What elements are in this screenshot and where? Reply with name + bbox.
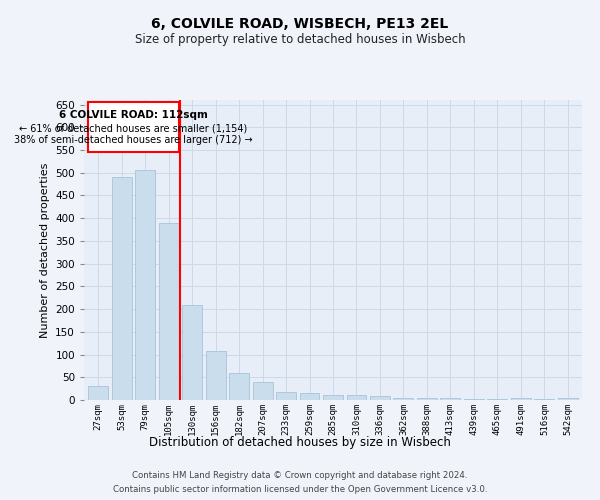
Text: 38% of semi-detached houses are larger (712) →: 38% of semi-detached houses are larger (…	[14, 135, 253, 145]
Bar	[135, 170, 155, 400]
Bar	[370, 396, 390, 400]
Text: Distribution of detached houses by size in Wisbech: Distribution of detached houses by size …	[149, 436, 451, 449]
Bar	[276, 392, 296, 400]
Bar	[417, 398, 437, 400]
Text: 6 COLVILE ROAD: 112sqm: 6 COLVILE ROAD: 112sqm	[59, 110, 208, 120]
Bar	[487, 399, 508, 400]
Bar	[229, 373, 249, 400]
Y-axis label: Number of detached properties: Number of detached properties	[40, 162, 50, 338]
Bar	[558, 398, 578, 400]
Text: Contains HM Land Registry data © Crown copyright and database right 2024.: Contains HM Land Registry data © Crown c…	[132, 472, 468, 480]
Bar	[394, 398, 413, 400]
Bar	[535, 399, 554, 400]
Text: Contains public sector information licensed under the Open Government Licence v3: Contains public sector information licen…	[113, 484, 487, 494]
Bar	[206, 352, 226, 400]
Text: 6, COLVILE ROAD, WISBECH, PE13 2EL: 6, COLVILE ROAD, WISBECH, PE13 2EL	[151, 18, 449, 32]
Bar	[323, 394, 343, 400]
Text: Size of property relative to detached houses in Wisbech: Size of property relative to detached ho…	[134, 32, 466, 46]
Bar	[299, 393, 319, 400]
Bar	[253, 382, 272, 400]
Text: ← 61% of detached houses are smaller (1,154): ← 61% of detached houses are smaller (1,…	[19, 123, 247, 133]
Bar	[511, 398, 531, 400]
Bar	[464, 399, 484, 400]
Bar	[347, 396, 367, 400]
Bar	[158, 222, 179, 400]
Bar	[88, 386, 108, 400]
Bar	[182, 304, 202, 400]
Bar	[440, 398, 460, 400]
Bar	[112, 178, 131, 400]
FancyBboxPatch shape	[88, 102, 179, 152]
